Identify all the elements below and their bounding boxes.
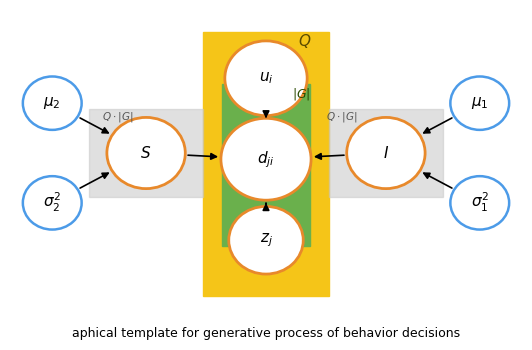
Text: $u_i$: $u_i$ [259,70,273,86]
Ellipse shape [451,77,509,130]
Ellipse shape [23,77,81,130]
Ellipse shape [107,117,185,189]
Text: $|G|$: $|G|$ [292,86,310,102]
Text: $S$: $S$ [140,145,152,161]
Text: $\mu_1$: $\mu_1$ [471,95,488,111]
Text: $\mu_2$: $\mu_2$ [44,95,61,111]
Ellipse shape [451,176,509,230]
Bar [203,32,329,296]
Text: $z_j$: $z_j$ [260,231,272,249]
Bar [222,84,310,246]
Ellipse shape [229,206,303,274]
Ellipse shape [23,176,81,230]
Text: $I$: $I$ [383,145,389,161]
Text: aphical template for generative process of behavior decisions: aphical template for generative process … [72,328,460,341]
Ellipse shape [221,118,311,200]
Text: $Q$: $Q$ [298,32,312,50]
Ellipse shape [225,41,307,116]
Bar [89,110,203,197]
Text: $Q \cdot |G|$: $Q \cdot |G|$ [326,110,358,124]
Text: $\sigma_2^2$: $\sigma_2^2$ [43,191,61,215]
Bar [329,110,443,197]
Text: $d_{ji}$: $d_{ji}$ [257,149,275,169]
Ellipse shape [347,117,425,189]
Text: $\sigma_1^2$: $\sigma_1^2$ [471,191,489,215]
Text: $Q \cdot |G|$: $Q \cdot |G|$ [102,110,133,124]
